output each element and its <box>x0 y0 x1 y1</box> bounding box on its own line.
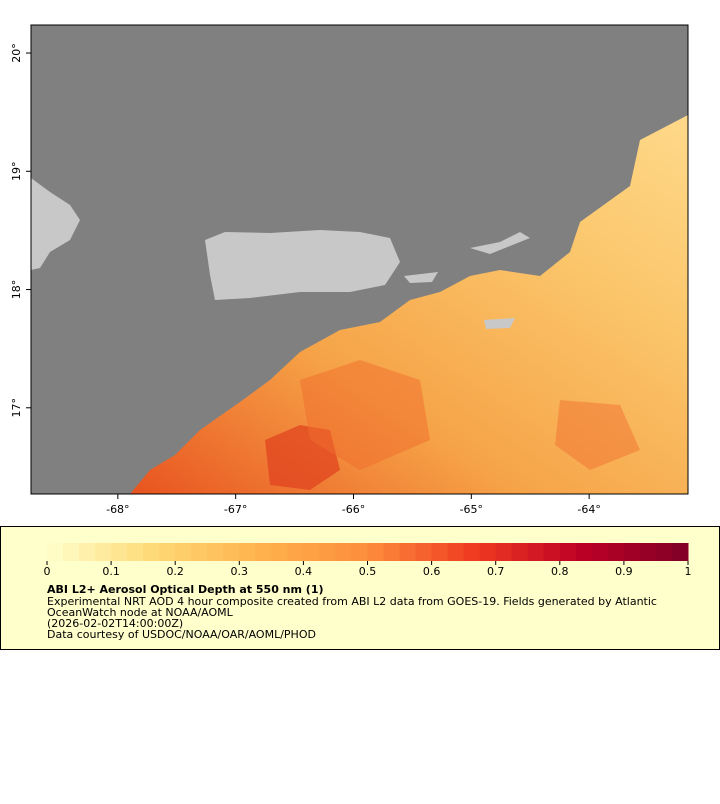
colorbar-step <box>287 543 304 561</box>
legend-line: Experimental NRT AOD 4 hour composite cr… <box>47 595 657 608</box>
y-tick-label: 17° <box>10 398 23 418</box>
aerosol-field <box>130 115 688 494</box>
colorbar-tick-label: 0.9 <box>615 565 633 578</box>
colorbar-step <box>511 543 529 561</box>
colorbar-tick-label: 0.5 <box>359 565 377 578</box>
colorbar-step <box>623 543 641 561</box>
colorbar-step <box>351 543 368 561</box>
colorbar-step <box>63 543 80 561</box>
vieques <box>404 272 438 283</box>
colorbar-step <box>495 543 513 561</box>
colorbar-step <box>175 543 192 561</box>
colorbar-step <box>303 543 320 561</box>
aerosol-patch <box>300 360 430 470</box>
x-tick-label: -66° <box>342 503 365 516</box>
colorbar-step <box>671 543 689 561</box>
hispaniola <box>31 178 80 270</box>
puerto-rico <box>205 230 400 300</box>
colorbar-step <box>607 543 625 561</box>
legend-line: (2026-02-02T14:00:00Z) <box>47 617 183 630</box>
colorbar-tick-label: 0.2 <box>166 565 184 578</box>
legend-title: ABI L2+ Aerosol Optical Depth at 550 nm … <box>47 583 324 596</box>
x-tick-label: -65° <box>460 503 483 516</box>
colorbar-step <box>207 543 224 561</box>
colorbar-step <box>335 543 352 561</box>
colorbar-step <box>95 543 112 561</box>
colorbar-step <box>255 543 272 561</box>
colorbar-tick-label: 0.7 <box>487 565 505 578</box>
colorbar-step <box>191 543 208 561</box>
colorbar-step <box>47 543 64 561</box>
colorbar-tick-label: 0.6 <box>423 565 441 578</box>
st-croix <box>484 318 515 329</box>
legend-line: OceanWatch node at NOAA/AOML <box>47 606 234 619</box>
colorbar-step <box>399 543 417 561</box>
colorbar-step <box>463 543 481 561</box>
colorbar-step <box>239 543 256 561</box>
x-tick-label: -64° <box>577 503 600 516</box>
colorbar-step <box>143 543 160 561</box>
y-tick-label: 20° <box>10 43 23 63</box>
colorbar-tick-label: 0.8 <box>551 565 569 578</box>
aerosol-patch <box>555 400 640 470</box>
map-frame <box>30 24 689 495</box>
colorbar-step <box>367 543 385 561</box>
y-tick-label: 18° <box>10 280 23 300</box>
colorbar-tick-label: 0.1 <box>102 565 120 578</box>
colorbar-step <box>415 543 433 561</box>
colorbar-step <box>591 543 609 561</box>
colorbar-step <box>447 543 465 561</box>
colorbar-step <box>383 543 401 561</box>
colorbar-step <box>431 543 449 561</box>
colorbar-step <box>479 543 497 561</box>
virgin-islands <box>470 232 530 254</box>
colorbar-tick-label: 1 <box>685 565 692 578</box>
x-tick-label: -68° <box>106 503 129 516</box>
colorbar-step <box>559 543 577 561</box>
colorbar-step <box>223 543 240 561</box>
colorbar-step <box>111 543 128 561</box>
colorbar-step <box>639 543 657 561</box>
colorbar-step <box>127 543 144 561</box>
colorbar-step <box>543 543 561 561</box>
colorbar-step <box>575 543 593 561</box>
colorbar-step <box>655 543 673 561</box>
colorbar-step <box>159 543 176 561</box>
y-tick-label: 19° <box>10 162 23 182</box>
colorbar-tick-label: 0.3 <box>231 565 249 578</box>
colorbar-step <box>527 543 545 561</box>
colorbar-tick-label: 0 <box>44 565 51 578</box>
colorbar-step <box>79 543 96 561</box>
colorbar-step <box>271 543 288 561</box>
colorbar-step <box>319 543 336 561</box>
legend-line: Data courtesy of USDOC/NOAA/OAR/AOML/PHO… <box>47 628 316 641</box>
x-tick-label: -67° <box>224 503 247 516</box>
colorbar-tick-label: 0.4 <box>295 565 313 578</box>
